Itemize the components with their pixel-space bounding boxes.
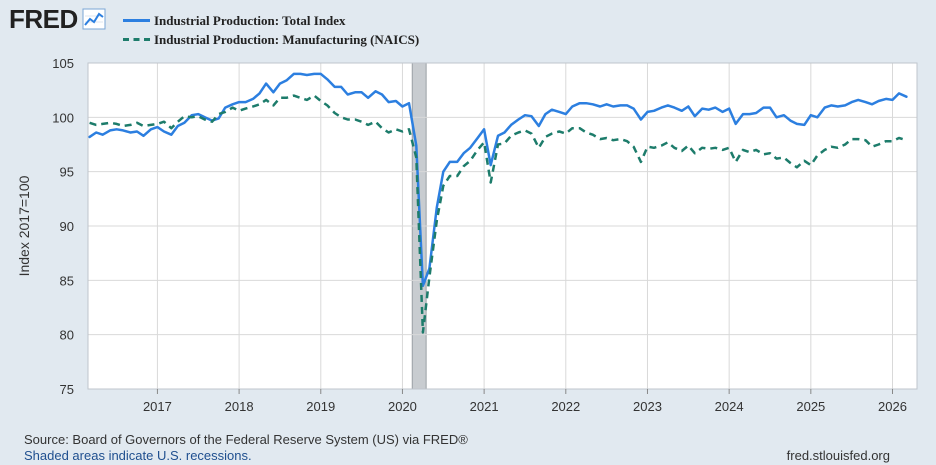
x-tick-label: 2018 <box>225 399 254 414</box>
header: FRED Industrial Production: Total Index … <box>0 0 936 52</box>
y-axis-label: Index 2017=100 <box>16 175 32 276</box>
x-tick-label: 2026 <box>878 399 907 414</box>
series-line-total-index <box>88 72 908 288</box>
y-tick-label: 105 <box>52 56 74 71</box>
logo-text: FRED <box>9 4 78 34</box>
y-tick-label: 85 <box>60 273 74 288</box>
legend-item-manufacturing[interactable]: Industrial Production: Manufacturing (NA… <box>123 30 419 49</box>
x-tick-label: 2025 <box>796 399 825 414</box>
chart: 75 80 85 90 95 100 105 2017 2018 2019 2020 2021 2022… <box>16 56 918 414</box>
y-tick-label: 80 <box>60 328 74 343</box>
series-lines <box>88 72 908 334</box>
source-note: Source: Board of Governors of the Federa… <box>24 432 468 447</box>
footer-notes: Source: Board of Governors of the Federa… <box>24 432 468 464</box>
recession-note: Shaded areas indicate U.S. recessions. <box>24 448 252 463</box>
plot-border <box>87 62 918 390</box>
y-tick-label: 90 <box>60 219 74 234</box>
y-tick-label: 95 <box>60 165 74 180</box>
x-tick-label: 2021 <box>470 399 499 414</box>
site-url[interactable]: fred.stlouisfed.org <box>786 448 890 463</box>
x-tick-label: 2023 <box>633 399 662 414</box>
legend-label-total: Industrial Production: Total Index <box>154 12 346 28</box>
fred-logo[interactable]: FRED <box>9 6 106 32</box>
legend-swatch-total <box>123 19 150 22</box>
legend: Industrial Production: Total Index Indus… <box>123 11 419 49</box>
legend-label-manufacturing: Industrial Production: Manufacturing (NA… <box>154 31 420 47</box>
x-tick-label: 2022 <box>551 399 580 414</box>
x-tick-label: 2024 <box>715 399 744 414</box>
gridlines <box>87 62 918 390</box>
series-line-manufacturing <box>89 94 907 334</box>
x-tick-label: 2017 <box>143 399 172 414</box>
legend-swatch-manufacturing <box>123 38 150 41</box>
y-tick-label: 100 <box>52 110 74 125</box>
x-tick-label: 2020 <box>388 399 417 414</box>
axis-ticks: 75 80 85 90 95 100 105 2017 2018 2019 2020 2021 2022… <box>52 56 907 414</box>
line-chart-icon <box>82 8 106 30</box>
x-tick-label: 2019 <box>306 399 335 414</box>
legend-item-total[interactable]: Industrial Production: Total Index <box>123 11 419 30</box>
y-tick-label: 75 <box>60 382 74 397</box>
